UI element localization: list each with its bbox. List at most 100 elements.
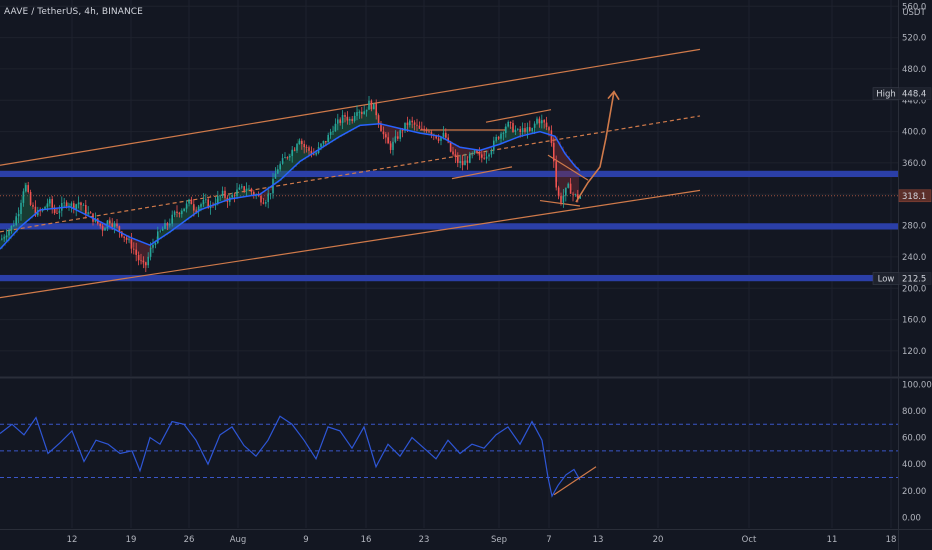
ma-cloud-slice [234,192,237,199]
candle-body [181,211,183,215]
candle-body [416,124,418,126]
time-tick-label: 11 [827,535,838,545]
candle-body [565,187,567,196]
rsi-tick-label: 0.00 [902,513,921,523]
ma-cloud-slice [369,104,372,125]
candle-body [543,120,545,123]
candle-body [27,185,29,193]
ma-cloud-slice [498,135,501,145]
candle-body [553,142,555,162]
ma-cloud-slice [297,139,300,165]
candle-body [8,230,10,236]
candle-body [298,140,301,145]
candle-body [260,195,262,203]
candle-body [545,122,548,128]
candle-body [85,205,87,214]
candle-body [322,140,325,144]
ma-cloud-slice [126,235,129,240]
candle-body [329,132,332,135]
ma-cloud-slice [405,125,408,130]
candle-body [579,196,581,199]
ma-cloud-slice [282,161,285,179]
price-tick-label: 440.0 [902,96,926,106]
candle-body [305,147,308,148]
candle-body [133,248,135,250]
candle-body [293,149,296,151]
price-tag-value: 318.1 [902,192,926,202]
ma-cloud-slice [336,124,339,139]
ma-cloud [0,104,579,268]
ma-cloud-slice [66,202,69,208]
candle-body [20,202,22,214]
candle-body [61,203,63,211]
candle-body [536,118,538,124]
candle-body [111,223,113,227]
ma-cloud-slice [258,194,261,198]
ma-cloud-slice [495,139,498,146]
time-tick-label: Sep [491,535,507,545]
ma-cloud-slice [222,194,225,202]
candle-body [529,127,531,131]
candle-body [466,160,469,163]
price-tag-value-box [898,272,932,285]
candle-body [1,238,3,240]
trendline [0,189,701,299]
candle-body [157,231,159,244]
candle-body [531,127,533,131]
candle-body [241,186,243,188]
candle-body [341,115,344,123]
candle-body [500,133,502,139]
ma-cloud-slice [270,187,273,191]
candle-body [166,223,169,226]
candle-body [507,121,509,127]
ma-cloud-slice [330,131,333,143]
candle-body [73,203,75,210]
candle-body [296,144,298,151]
trendline [485,109,552,123]
candle-body [541,120,543,124]
time-tick-label: 20 [653,535,664,545]
ma-cloud-slice [81,206,84,213]
candle-body [193,204,195,211]
candle-body [375,103,377,116]
candle-body [70,203,73,206]
candle-body [56,213,58,214]
ma-cloud-slice [348,119,351,132]
ma-cloud-slice [474,149,477,154]
ma-cloud-slice [534,123,537,134]
axes: USDT560.0520.0480.0440.0400.0360.0320.02… [67,2,932,545]
ma-cloud-slice [507,124,510,142]
ma-cloud-slice [168,223,171,234]
candle-body [22,191,25,203]
ma-cloud-slice [420,131,423,134]
ma-cloud-slice [528,131,531,135]
time-tick-label: 23 [419,535,430,545]
candle-body [524,128,526,132]
candle-body [409,120,411,126]
ma-cloud-slice [309,151,312,156]
ma-cloud-slice [225,197,228,201]
candle-body [349,119,351,121]
candle-body [406,122,409,126]
time-tick-label: 16 [361,535,372,545]
ma-cloud-slice [21,196,24,227]
symbol-title[interactable]: AAVE / TetherUS, 4h, BINANCE [4,7,143,17]
candle-body [339,119,341,123]
ma-cloud-slice [462,147,465,165]
ma-cloud-slice [279,165,282,181]
candle-body [128,239,130,241]
candle-body [161,228,164,231]
candle-body [440,136,442,141]
candle-body [430,132,433,135]
price-tick-label: 360.0 [902,159,926,169]
candle-body [442,132,445,137]
candle-body [80,202,82,206]
candle-body [332,131,334,133]
ma-cloud-slice [390,126,393,148]
ma-cloud-slice [33,209,36,216]
ma-cloud-slice [489,147,492,150]
candle-body [289,155,291,158]
ma-cloud-slice [240,189,243,198]
candle-body [190,199,193,205]
candle-body [118,226,121,232]
